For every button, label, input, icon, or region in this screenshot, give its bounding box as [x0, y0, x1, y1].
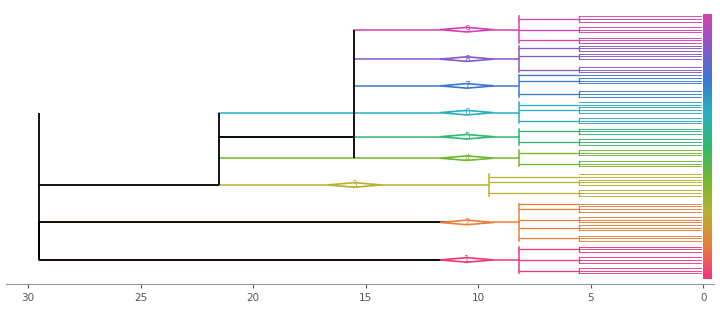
Polygon shape	[440, 110, 494, 115]
Text: 3: 3	[351, 180, 357, 189]
Text: 9: 9	[464, 25, 469, 34]
Polygon shape	[440, 84, 494, 88]
Polygon shape	[440, 156, 494, 160]
Text: 4: 4	[464, 154, 469, 163]
Polygon shape	[328, 183, 382, 187]
Text: 5: 5	[464, 132, 469, 141]
Polygon shape	[440, 258, 494, 262]
Text: 1: 1	[464, 256, 469, 265]
Text: 2: 2	[464, 218, 469, 227]
Polygon shape	[440, 28, 494, 32]
Text: 7: 7	[464, 81, 469, 90]
Polygon shape	[440, 57, 494, 61]
Text: 8: 8	[464, 55, 469, 64]
Text: 6: 6	[464, 108, 469, 117]
Polygon shape	[440, 220, 494, 225]
Polygon shape	[440, 134, 494, 139]
